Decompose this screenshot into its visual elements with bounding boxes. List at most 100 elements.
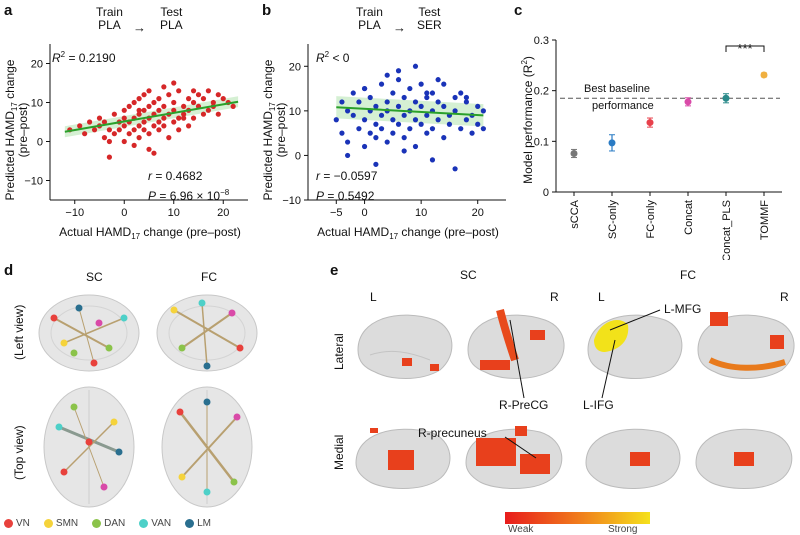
panel-c-point — [760, 71, 768, 79]
panel-a-data-point — [166, 92, 172, 98]
panel-b-data-point — [361, 117, 368, 123]
panel-b-data-point — [463, 117, 469, 123]
panel-a-data-point — [91, 127, 98, 133]
panel-b-data-point — [412, 63, 419, 69]
panel-b-data-point — [350, 90, 356, 96]
panel-a-data-point — [126, 103, 132, 109]
panel-b-data-point — [401, 112, 407, 118]
panel-e-annotation-rprecuneus: R-precuneus — [418, 426, 487, 440]
panel-a-y-tick-label: 0 — [37, 137, 43, 149]
panel-d-legend-swatch — [43, 518, 53, 528]
panel-c-significance-bracket — [725, 45, 765, 52]
panel-e-fc-title: FC — [680, 268, 696, 282]
panel-a-data-point — [146, 131, 152, 137]
panel-b-data-point — [424, 112, 430, 118]
panel-b-data-point — [373, 103, 379, 109]
panel-d-legend-swatch — [139, 518, 149, 528]
panel-d-sc-top-brain — [43, 386, 135, 508]
svg-text:Predicted HAMD17 change: Predicted HAMD17 change — [261, 59, 277, 200]
panel-a-data-point — [161, 123, 167, 129]
panel-b-data-point — [339, 99, 345, 105]
panel-b-ylabel: Predicted HAMD17 change (pre–post) — [261, 59, 288, 200]
panel-b-data-point — [429, 90, 436, 96]
panel-a-data-point — [156, 96, 162, 102]
panel-a-arrow: → — [133, 20, 146, 35]
panel-d-legend-label: SMN — [55, 518, 79, 529]
panel-b-data-point — [412, 117, 419, 123]
panel-b-data-point — [469, 130, 475, 136]
panel-a-data-point — [205, 107, 211, 113]
panel-b-data-point — [339, 130, 345, 136]
panel-b-data-point — [441, 135, 447, 141]
panel-a-data-point — [161, 115, 167, 121]
panel-a-data-point — [171, 80, 177, 86]
panel-a-data-point — [210, 99, 216, 106]
panel-b-data-point — [480, 126, 486, 132]
panel-b-data-point — [373, 161, 379, 167]
panel-a-data-point — [131, 127, 137, 133]
panel-a-y-tick-label: −10 — [24, 176, 43, 188]
panel-b-data-point — [395, 77, 402, 83]
panel-e-sc-left-lateral — [357, 314, 453, 379]
panel-b-data-point — [401, 94, 407, 101]
panel-c-y-tick-label: 0.3 — [534, 35, 549, 47]
panel-b-fit-line — [336, 106, 484, 117]
panel-c-point — [646, 119, 654, 127]
panel-b-data-point — [407, 126, 413, 132]
panel-d-legend-swatch — [92, 518, 102, 528]
panel-b-p-annotation: P = 0.5492 — [316, 189, 375, 203]
panel-b-data-point — [345, 139, 351, 145]
panel-b-data-point — [480, 108, 486, 114]
panel-c-point — [608, 139, 616, 147]
panel-a-data-point — [171, 99, 177, 106]
panel-c-baseline-label-2: performance — [592, 100, 654, 112]
panel-b-data-point — [401, 148, 407, 154]
panel-d-sc-title: SC — [86, 270, 103, 284]
panel-b-data-point — [412, 143, 419, 150]
panel-a-r-annotation: r = 0.4682 — [148, 169, 203, 183]
panel-d-legend-item: VN — [4, 518, 30, 529]
panel-d-fc-title: FC — [201, 270, 217, 284]
panel-b-xlabel: Actual HAMD17 change (pre–post) — [317, 225, 499, 241]
panel-e-sc-left-medial — [355, 428, 451, 489]
panel-c-performance-plot: 0 0.1 0.2 0.3 sCCA SC-only FC-only Concat Concat… — [520, 35, 782, 260]
panel-b-data-point — [333, 117, 339, 123]
panel-a-data-point — [176, 115, 182, 121]
panel-e-annotation-lmfg: L-MFG — [664, 302, 702, 316]
panel-d-legend-label: DAN — [104, 518, 126, 529]
panel-a-data-point — [136, 107, 142, 113]
panel-b-data-point — [458, 90, 464, 96]
panel-b-data-point — [452, 108, 458, 114]
panel-b-data-point — [401, 135, 407, 141]
panel-e-colorbar — [505, 512, 650, 524]
panel-b-data-point — [424, 130, 430, 136]
panel-a-x-tick-label: 10 — [168, 207, 180, 219]
panel-c-category-label: Concat_PLS — [721, 200, 733, 260]
panel-a-data-point — [121, 123, 127, 129]
panel-a-data-point — [171, 119, 177, 125]
panel-a-data-point — [82, 131, 88, 137]
panel-b-data-point — [361, 143, 368, 150]
panel-b-data-point — [395, 103, 402, 109]
panel-a-data-point — [151, 123, 157, 129]
panel-a-x-tick-label: 20 — [217, 207, 229, 219]
panel-b-data-point — [350, 112, 356, 118]
panel-a-data-point — [220, 96, 226, 102]
panel-a-data-point — [190, 99, 197, 106]
panel-a-data-point — [131, 142, 137, 148]
panel-d-legend-swatch — [4, 518, 13, 528]
panel-e-right-label-sc: R — [550, 290, 559, 304]
panel-e-left-label-fc: L — [598, 290, 605, 304]
panel-e-annotation-lifg: L-IFG — [583, 398, 614, 412]
panel-a-data-point — [87, 119, 93, 125]
panel-a-data-point — [121, 115, 127, 121]
panel-a-p-annotation: P = 6.96 × 10−8 — [148, 188, 230, 203]
panel-d-legend-label: VN — [16, 518, 30, 529]
panel-a-test-label: Test PLA — [160, 5, 183, 32]
panel-b-data-point — [441, 103, 447, 109]
panel-a-data-point — [146, 103, 152, 109]
panel-b-scatter-plot: −5 0 10 20 −10 0 10 20 R2 < 0 r = −0.0597 P = 0… — [261, 44, 506, 241]
panel-a-data-point — [156, 127, 162, 133]
panel-a-data-point — [200, 96, 207, 102]
panel-a-data-point — [156, 119, 162, 125]
